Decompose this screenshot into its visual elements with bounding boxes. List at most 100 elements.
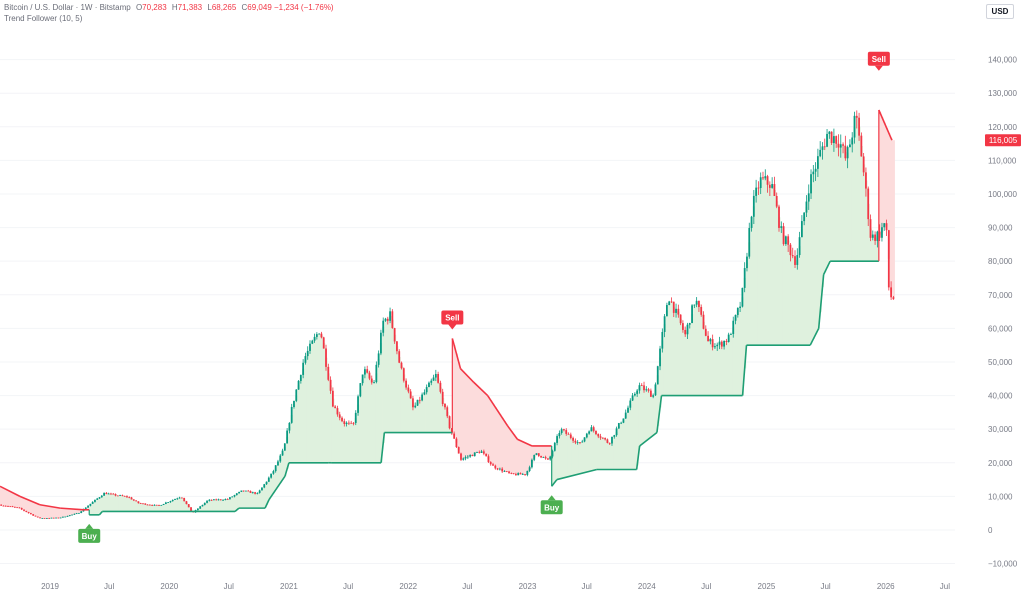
trend-fill-segment <box>77 509 81 514</box>
y-tick-label: 20,000 <box>988 459 1013 468</box>
trend-fill-segment <box>594 432 598 470</box>
candle-body <box>732 320 735 335</box>
trend-fill-segment <box>514 437 518 475</box>
candle-body <box>510 473 513 474</box>
trend-fill-segment <box>857 126 861 262</box>
candle-body <box>606 439 609 443</box>
candle-body <box>473 452 476 457</box>
candle-body <box>750 216 753 228</box>
candle-body <box>313 336 316 341</box>
candle-body <box>213 499 215 501</box>
candle-body <box>492 464 494 466</box>
candle-body <box>585 433 588 438</box>
trend-fill-segment <box>93 500 97 515</box>
trend-fill-segment <box>228 498 232 512</box>
candle-body <box>643 385 645 391</box>
trend-fill-segment <box>528 444 532 470</box>
trend-fill-segment <box>299 377 303 463</box>
candle-body <box>819 149 822 157</box>
y-tick-label: 0 <box>988 526 993 535</box>
candle-body <box>178 497 181 499</box>
trend-fill-segment <box>645 389 648 441</box>
trend-fill-segment <box>558 434 561 479</box>
candle-body <box>489 462 492 465</box>
trend-fill-segment <box>457 362 461 451</box>
candle-body <box>27 512 30 514</box>
candle-body <box>432 377 435 381</box>
candle-body <box>290 406 293 423</box>
candle-body <box>814 168 817 172</box>
candle-body <box>597 434 600 437</box>
trend-fill-segment <box>416 402 420 433</box>
candle-body <box>235 493 238 495</box>
sell-signal-text: Sell <box>872 55 886 64</box>
candle-body <box>96 498 99 500</box>
trend-line-segment <box>98 510 103 516</box>
trend-fill-segment <box>503 421 507 472</box>
x-tick-label: Jul <box>462 582 472 591</box>
candle-body <box>377 353 380 365</box>
candle-body <box>233 494 236 497</box>
trend-fill-segment <box>848 145 852 262</box>
candle-body <box>730 334 732 335</box>
trend-fill-segment <box>345 423 349 463</box>
currency-button[interactable]: USD <box>986 4 1014 19</box>
indicator-legend[interactable]: Trend Follower (10, 5) <box>4 14 83 23</box>
candle-body <box>231 496 234 498</box>
trend-fill-segment <box>574 441 577 475</box>
trend-fill-segment <box>320 335 323 463</box>
trend-fill-segment <box>100 496 104 513</box>
candle-body <box>73 513 76 515</box>
candle-body <box>883 223 886 228</box>
candle-body <box>315 334 318 337</box>
candle-body <box>558 432 561 437</box>
trend-fill-segment <box>793 260 797 346</box>
candle-body <box>267 477 270 482</box>
candle-body <box>679 314 682 324</box>
y-tick-label: 70,000 <box>988 291 1013 300</box>
candle-body <box>789 244 792 256</box>
candle-body <box>135 500 138 502</box>
trend-fill-segment <box>274 468 278 490</box>
candle-body <box>75 513 78 515</box>
trend-fill-segment <box>327 373 330 463</box>
trend-fill-segment <box>290 414 294 463</box>
candle-body <box>595 430 597 435</box>
trend-fill-segment <box>128 497 131 512</box>
trend-fill-segment <box>668 303 671 396</box>
trend-fill-segment <box>674 310 678 396</box>
candle-body <box>695 300 698 305</box>
candle-body <box>599 436 602 438</box>
trend-fill-segment <box>736 311 740 396</box>
trend-fill-segment <box>535 445 539 455</box>
trend-fill-segment <box>224 499 227 512</box>
candle-body <box>18 507 21 509</box>
trend-fill-segment <box>773 190 776 346</box>
candle-body <box>563 429 565 431</box>
trend-fill-segment <box>684 332 687 396</box>
candle-body <box>505 471 508 473</box>
candle-body <box>286 430 289 444</box>
trend-fill-segment <box>219 499 223 512</box>
candle-body <box>425 387 428 393</box>
trend-fill-segment <box>144 504 147 512</box>
candle-body <box>164 502 167 504</box>
candle-body <box>537 453 540 457</box>
candle-body <box>528 467 531 471</box>
trend-fill-segment <box>780 227 783 346</box>
trend-fill-segment <box>720 344 724 396</box>
candle-body <box>217 499 220 501</box>
candle-body <box>842 144 844 146</box>
trend-fill-segment <box>265 482 269 505</box>
candle-body <box>521 474 524 475</box>
trend-fill-segment <box>844 152 847 262</box>
candle-body <box>453 433 456 439</box>
trend-fill-segment <box>512 434 516 474</box>
candle-body <box>386 318 389 321</box>
candle-body <box>128 497 131 498</box>
candle-body <box>865 172 867 189</box>
trend-fill-segment <box>178 497 182 512</box>
trend-fill-segment <box>372 382 376 463</box>
trend-fill-segment <box>203 503 207 512</box>
